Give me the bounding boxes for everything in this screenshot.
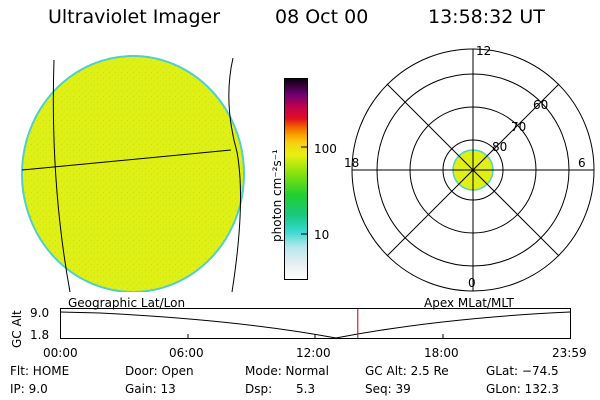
lat-label-60: 60 [533,98,549,112]
timeline-xtick-1200: 12:00 [296,346,331,360]
timeline-ylabel: GC Alt [10,310,24,348]
status-ip: IP: 9.0 [10,382,48,396]
timeline-ytick-top: 9.0 [30,306,50,320]
status-door: Door: Open [125,364,194,378]
timeline-xtick-0000: 00:00 [43,346,78,360]
lat-lon-line [228,57,242,292]
lat-label-70: 70 [511,120,527,134]
colorbar-unit-label: photon cm⁻²s⁻¹ [270,149,284,242]
mlt-label-18: 18 [344,156,360,170]
status-flt: Flt: HOME [10,364,70,378]
colorbar [284,78,308,280]
mlt-label-6: 6 [578,156,586,170]
colorbar-tick-100: 100 [314,142,337,156]
mlt-label-12: 12 [476,44,492,58]
status-mode: Mode: Normal [245,364,329,378]
timeline-xtick-1800: 18:00 [424,346,459,360]
apex-label: Apex MLat/MLT [424,296,514,310]
status-seq: Seq: 39 [365,382,411,396]
uv-disk [21,55,245,292]
status-dsp-value: 5.3 [296,382,316,396]
lat-label-80: 80 [492,140,508,154]
timeline-plot [60,308,571,339]
lat-lon-line [52,59,71,292]
status-dsp-label: Dsp: [245,382,273,396]
colorbar-tick-10: 10 [314,228,330,242]
geographic-image [21,55,245,292]
status-glon: GLon: 132.3 [486,382,559,396]
timeline-xtick-0600: 06:00 [169,346,204,360]
time-label: 13:58:32 UT [428,6,545,28]
timeline-ytick-bottom: 1.8 [30,328,50,342]
geographic-label: Geographic Lat/Lon [68,296,186,310]
status-gain: Gain: 13 [125,382,176,396]
timeline-xtick-2359: 23:59 [552,346,587,360]
instrument-title: Ultraviolet Imager [48,6,221,28]
mlt-line [386,83,560,257]
status-glat: GLat: −74.5 [486,364,559,378]
date-label: 08 Oct 00 [275,6,369,28]
altitude-curve [60,311,571,339]
status-gc-alt: GC Alt: 2.5 Re [365,364,449,378]
lat-lon-line [21,149,232,171]
polar-plot [351,48,595,292]
mlt-label-0: 0 [468,276,476,290]
